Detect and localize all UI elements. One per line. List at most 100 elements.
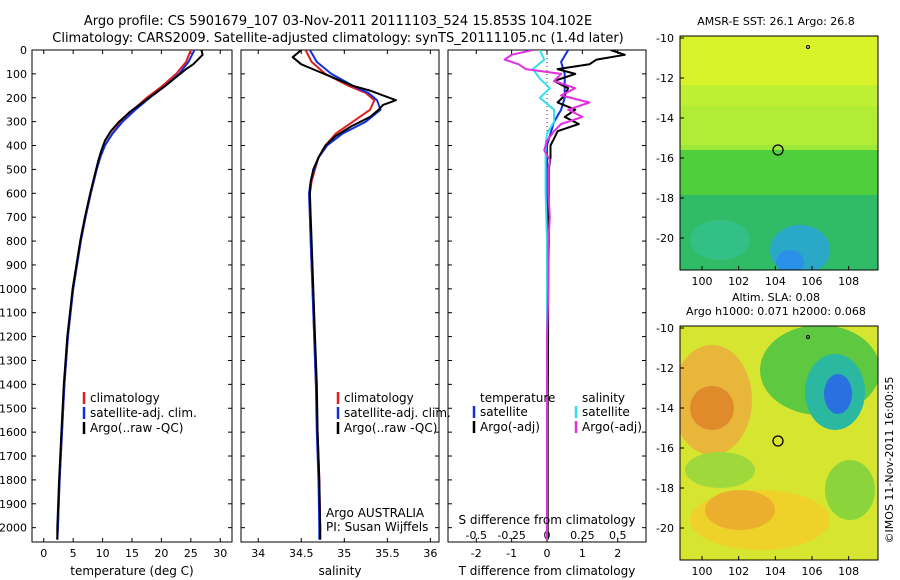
float-trajectory-marker-sla	[806, 335, 810, 339]
legend-label-t-satellite: satellite	[480, 405, 528, 419]
depth-tick-label: 1700	[0, 450, 27, 463]
difference-x-axis: -2 -1 0 1 2	[471, 50, 621, 560]
x-tick-label: 36	[423, 547, 437, 560]
map-x-tick-label: 106	[802, 565, 823, 578]
map-y-tick-label: -14	[656, 402, 674, 415]
sla-map-x-axis: 100 102 104 106 108	[692, 556, 859, 578]
copyright-timestamp: ©IMOS 11-Nov-2011 16:00:55	[883, 377, 896, 544]
temperature-legend: climatology satellite-adj. clim. Argo(..…	[82, 391, 197, 435]
depth-tick-label: 1500	[0, 402, 27, 415]
legend-label-climatology: climatology	[344, 391, 414, 405]
x-tick-label: 15	[125, 547, 139, 560]
sla-map-title: Altim. SLA: 0.08	[732, 291, 820, 304]
x-tick-label: 1	[579, 547, 586, 560]
top-x-tick-label: -0.5	[466, 529, 487, 542]
depth-axis: 0 100 200 300 400 500 600 700 800 900 1000 1100 1200…	[0, 44, 646, 535]
map-x-tick-label: 100	[692, 565, 713, 578]
x-tick-label: 30	[213, 547, 227, 560]
difference-top-x-label: S difference from climatology	[459, 513, 636, 527]
map-x-tick-label: 108	[838, 275, 859, 288]
x-tick-label: 35.5	[375, 547, 400, 560]
map-x-tick-label: 100	[692, 275, 713, 288]
x-tick-label: 35	[337, 547, 351, 560]
legend-label-satellite: satellite-adj. clim.	[344, 406, 451, 420]
sla-map-subtitle: Argo h1000: 0.071 h2000: 0.068	[686, 305, 866, 318]
depth-tick-label: 1300	[0, 354, 27, 367]
x-tick-label: 10	[96, 547, 110, 560]
sst-map-y-axis: -10 -12 -14 -16 -18 -20	[656, 32, 684, 245]
top-x-tick-label: 0.5	[609, 529, 627, 542]
temperature-x-axis: 0 5 10 15 20 25 30	[40, 50, 227, 560]
legend-label-satellite: satellite-adj. clim.	[90, 406, 197, 420]
sla-map-frame	[679, 325, 879, 561]
legend-title-temperature: temperature	[480, 391, 555, 405]
depth-tick-label: 1800	[0, 474, 27, 487]
map-x-tick-label: 108	[838, 565, 859, 578]
map-y-tick-label: -20	[656, 522, 674, 535]
depth-tick-label: 0	[20, 44, 27, 57]
x-tick-label: 34.5	[289, 547, 314, 560]
x-tick-label: 2	[614, 547, 621, 560]
depth-tick-label: 1600	[0, 426, 27, 439]
map-y-tick-label: -18	[656, 482, 674, 495]
map-y-tick-label: -16	[656, 442, 674, 455]
x-tick-label: 0	[544, 547, 551, 560]
depth-tick-label: 1900	[0, 498, 27, 511]
x-tick-label: -1	[506, 547, 517, 560]
temperature-plot-frame	[31, 49, 233, 543]
depth-tick-label: 500	[6, 163, 27, 176]
argo-location-marker-sla	[772, 435, 784, 447]
top-x-tick-label: 0.25	[570, 529, 595, 542]
salinity-x-axis: 34 34.5 35 35.5 36	[251, 50, 437, 560]
depth-tick-label: 200	[6, 92, 27, 105]
map-x-tick-label: 104	[765, 565, 786, 578]
depth-tick-label: 1100	[0, 307, 27, 320]
sst-map-title: AMSR-E SST: 26.1 Argo: 26.8	[697, 15, 855, 28]
depth-tick-label: 300	[6, 116, 27, 129]
data-provider-label: Argo AUSTRALIA	[326, 506, 425, 520]
x-tick-label: 25	[184, 547, 198, 560]
salinity-legend: climatology satellite-adj. clim. Argo(..…	[326, 391, 451, 534]
map-y-tick-label: -12	[656, 72, 674, 85]
sst-map-image	[680, 36, 878, 270]
depth-tick-label: 600	[6, 187, 27, 200]
depth-tick-label: 400	[6, 140, 27, 153]
map-y-tick-label: -10	[656, 32, 674, 45]
map-x-tick-label: 104	[765, 275, 786, 288]
header-line-1: Argo profile: CS 5901679_107 03-Nov-2011…	[84, 14, 592, 29]
sla-map-y-axis: -10 -12 -14 -16 -18 -20	[656, 322, 684, 535]
depth-tick-label: 1400	[0, 378, 27, 391]
x-tick-label: 5	[70, 547, 77, 560]
depth-tick-label: 700	[6, 211, 27, 224]
x-tick-label: 34	[251, 547, 265, 560]
series-line-argo	[291, 50, 397, 540]
header-line-2: Climatology: CARS2009. Satellite-adjuste…	[52, 31, 624, 46]
depth-tick-label: 1000	[0, 283, 27, 296]
map-y-tick-label: -14	[656, 112, 674, 125]
principal-investigator-label: PI: Susan Wijffels	[326, 520, 428, 534]
map-y-tick-label: -20	[656, 232, 674, 245]
depth-tick-label: 900	[6, 259, 27, 272]
sla-map-image	[680, 326, 878, 560]
legend-label-climatology: climatology	[90, 391, 160, 405]
legend-label-argo: Argo(..raw -QC)	[344, 421, 437, 435]
depth-tick-label: 2000	[0, 522, 27, 535]
difference-series	[503, 50, 626, 540]
map-y-tick-label: -18	[656, 192, 674, 205]
legend-label-s-argo: Argo(-adj)	[582, 420, 642, 434]
difference-x-label: T difference from climatology	[458, 564, 636, 578]
map-x-tick-label: 102	[728, 275, 749, 288]
map-y-tick-label: -10	[656, 322, 674, 335]
legend-title-salinity: salinity	[582, 391, 625, 405]
argo-location-marker	[772, 144, 784, 156]
temperature-x-label: temperature (deg C)	[70, 564, 193, 578]
x-tick-label: -2	[471, 547, 482, 560]
series-line-s-argo	[503, 50, 591, 540]
sst-map-x-axis: 100 102 104 106 108	[692, 266, 859, 288]
map-x-tick-label: 102	[728, 565, 749, 578]
map-x-tick-label: 106	[802, 275, 823, 288]
depth-tick-label: 800	[6, 235, 27, 248]
salinity-x-label: salinity	[318, 564, 361, 578]
sst-map-frame	[679, 35, 879, 271]
